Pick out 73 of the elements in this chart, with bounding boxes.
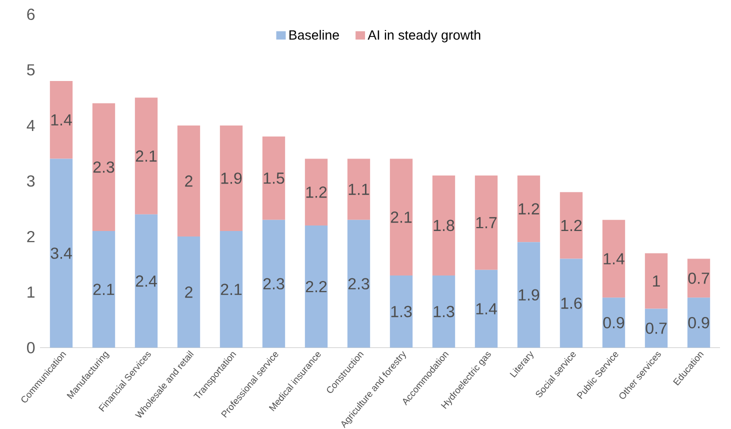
bar [687, 298, 710, 348]
y-tick-label: 2 [27, 230, 34, 242]
bar [390, 275, 413, 348]
bar [474, 270, 498, 348]
data-label: 2.4 [136, 275, 157, 287]
data-label: 2.1 [220, 284, 242, 295]
data-label: 1.8 [434, 220, 454, 232]
y-tick-label: 6 [27, 8, 35, 20]
bar [262, 220, 286, 348]
bar [644, 253, 668, 309]
data-label: 3.4 [50, 248, 72, 259]
bar [517, 175, 540, 242]
data-label: 1.7 [476, 217, 497, 228]
bar [602, 298, 626, 348]
data-label: 2.1 [93, 284, 114, 295]
data-label: 2.3 [348, 278, 370, 290]
data-label: 1.1 [348, 184, 370, 195]
data-label: 1.9 [518, 289, 540, 301]
bar [220, 231, 243, 348]
bar [560, 258, 583, 348]
bar [92, 103, 116, 231]
bar [177, 125, 200, 237]
data-label: 2 [185, 175, 192, 187]
bar [432, 175, 456, 276]
bar [50, 81, 73, 159]
bar [687, 258, 710, 298]
bar [390, 158, 413, 276]
data-label: 2.2 [306, 280, 327, 292]
data-label: 1.9 [221, 172, 242, 184]
data-label: 0.9 [688, 317, 710, 328]
data-label: 0.9 [603, 317, 624, 328]
data-label: 1.3 [391, 306, 412, 318]
y-tick-label: 1 [28, 286, 35, 298]
data-label: 1.4 [51, 114, 72, 126]
y-tick-label: 0 [27, 342, 35, 354]
bar [92, 231, 116, 348]
bar [432, 275, 456, 348]
data-label: 1.5 [264, 172, 284, 184]
bar [304, 158, 328, 226]
data-label: 1.4 [476, 303, 497, 314]
bar [134, 98, 158, 214]
data-label: 2.1 [390, 212, 412, 223]
bar [560, 192, 583, 259]
data-label: 1.4 [604, 253, 624, 264]
data-label: 1.2 [561, 220, 582, 232]
bar [602, 220, 626, 298]
bar [50, 158, 73, 348]
data-label: 2.1 [136, 150, 157, 162]
data-label: 2 [185, 286, 192, 298]
data-label: 1.6 [561, 298, 582, 309]
y-tick-label: 4 [26, 120, 35, 131]
y-tick-label: 3 [27, 175, 35, 187]
bar [177, 236, 200, 348]
bar [220, 125, 243, 231]
bar [347, 158, 370, 220]
bar [644, 308, 668, 348]
legend-label: Baseline [289, 30, 339, 40]
data-label: 0.7 [688, 272, 710, 284]
y-tick-label: 5 [27, 64, 35, 76]
legend-label: AI in steady growth [368, 30, 480, 42]
bar [474, 175, 498, 270]
data-label: 1 [653, 276, 660, 287]
data-label: 1.3 [434, 306, 454, 318]
data-label: 0.7 [646, 322, 667, 334]
data-label: 2.3 [263, 278, 284, 290]
bar [517, 242, 540, 348]
data-label: 1.2 [518, 203, 540, 214]
bar [347, 220, 370, 348]
data-label: 1.2 [306, 186, 327, 198]
bar [262, 136, 286, 220]
bar [134, 214, 158, 348]
bar [304, 225, 328, 348]
data-label: 2.3 [93, 161, 114, 173]
